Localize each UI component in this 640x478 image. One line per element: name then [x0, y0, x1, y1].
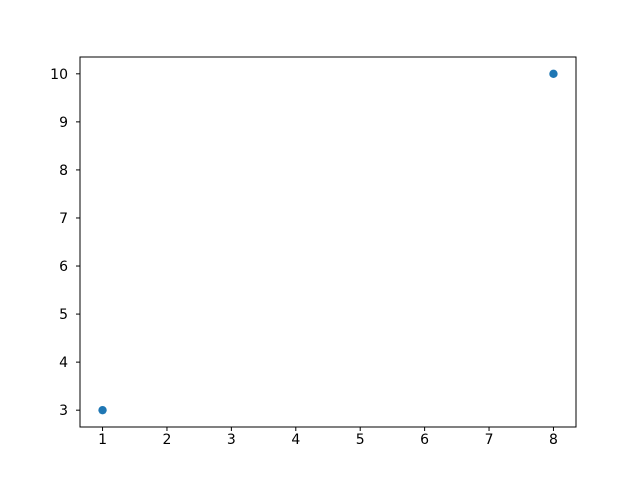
y-tick-label: 7	[59, 211, 68, 227]
y-tick-label: 10	[50, 67, 68, 83]
y-tick-label: 4	[59, 355, 68, 371]
x-tick-label: 2	[163, 432, 172, 448]
x-tick-label: 7	[485, 432, 494, 448]
x-tick-label: 4	[291, 432, 300, 448]
data-point	[549, 69, 558, 79]
y-tick-label: 8	[59, 163, 68, 179]
x-tick-label: 8	[549, 432, 558, 448]
plot-area	[79, 56, 577, 428]
x-tick-label: 1	[98, 432, 107, 448]
x-tick-label: 3	[227, 432, 236, 448]
data-point	[98, 405, 107, 415]
y-tick-label: 3	[59, 403, 68, 419]
y-tick-label: 6	[59, 259, 68, 275]
y-tick-label: 9	[59, 115, 68, 131]
y-tick-label: 5	[59, 307, 68, 323]
x-tick-label: 6	[420, 432, 429, 448]
x-tick-label: 5	[356, 432, 365, 448]
